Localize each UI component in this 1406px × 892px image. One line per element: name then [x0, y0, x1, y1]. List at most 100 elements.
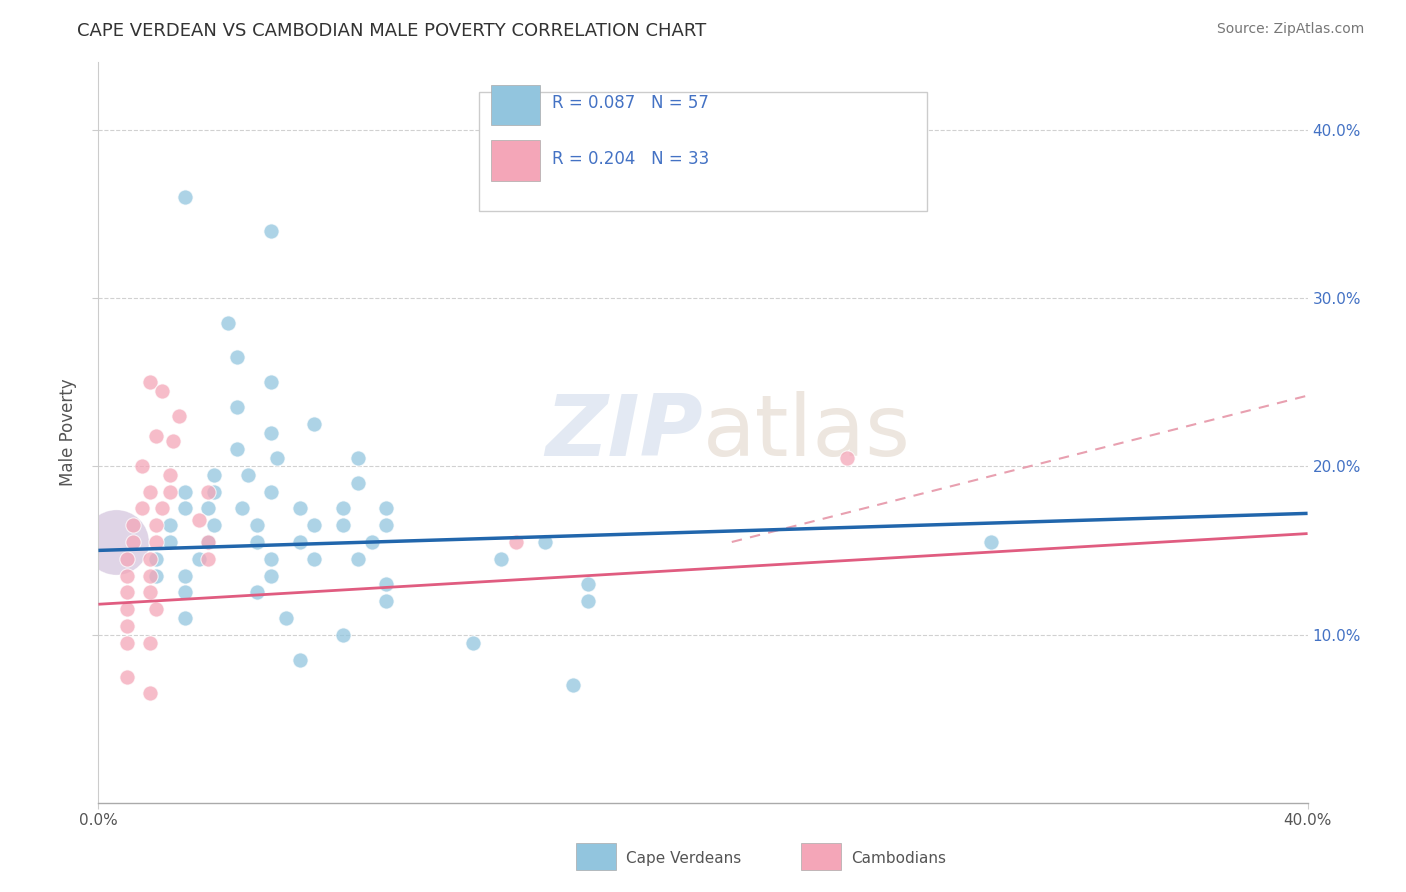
FancyBboxPatch shape: [492, 85, 540, 126]
Point: [139, 551, 162, 566]
Text: R = 0.087   N = 57: R = 0.087 N = 57: [551, 95, 709, 112]
Point: [260, 484, 283, 499]
Point: [145, 602, 167, 616]
Point: [145, 568, 167, 582]
FancyBboxPatch shape: [492, 140, 540, 181]
Point: [159, 518, 181, 533]
Point: [122, 535, 145, 549]
Point: [461, 636, 484, 650]
Point: [122, 518, 145, 533]
Point: [225, 401, 247, 415]
Point: [231, 501, 253, 516]
Point: [145, 535, 167, 549]
Point: [173, 484, 195, 499]
Point: [197, 501, 219, 516]
Point: [173, 568, 195, 582]
Point: [225, 442, 247, 457]
Point: [139, 636, 162, 650]
Point: [115, 551, 138, 566]
Point: [115, 602, 138, 616]
Point: [202, 484, 225, 499]
Point: [139, 375, 162, 389]
Point: [202, 518, 225, 533]
Point: [202, 467, 225, 482]
Point: [288, 535, 311, 549]
Point: [197, 551, 219, 566]
Point: [346, 476, 368, 491]
Point: [304, 518, 326, 533]
Point: [173, 610, 195, 624]
Point: [173, 190, 195, 204]
Point: [159, 484, 181, 499]
Point: [162, 434, 184, 448]
Point: [260, 375, 283, 389]
Point: [145, 551, 167, 566]
Point: [150, 384, 173, 398]
Point: [332, 518, 354, 533]
Point: [375, 594, 398, 608]
Point: [260, 568, 283, 582]
Point: [260, 425, 283, 440]
Y-axis label: Male Poverty: Male Poverty: [59, 379, 77, 486]
Point: [236, 467, 259, 482]
Point: [139, 568, 162, 582]
Point: [980, 535, 1002, 549]
Point: [104, 535, 127, 549]
Point: [274, 610, 297, 624]
Point: [562, 678, 585, 692]
Point: [288, 501, 311, 516]
Point: [131, 501, 153, 516]
Point: [246, 535, 269, 549]
Point: [260, 224, 283, 238]
Point: [145, 429, 167, 443]
Point: [115, 619, 138, 633]
Point: [260, 551, 283, 566]
Point: [139, 585, 162, 599]
Point: [197, 484, 219, 499]
Point: [375, 501, 398, 516]
Point: [533, 535, 555, 549]
Point: [491, 551, 513, 566]
Point: [115, 585, 138, 599]
Point: [346, 450, 368, 465]
Point: [188, 513, 211, 527]
Point: [246, 518, 269, 533]
Point: [115, 670, 138, 684]
Point: [159, 535, 181, 549]
Text: Cambodians: Cambodians: [851, 851, 946, 865]
Point: [167, 409, 190, 423]
FancyBboxPatch shape: [479, 92, 927, 211]
Text: ZIP: ZIP: [546, 391, 703, 475]
Point: [150, 501, 173, 516]
Point: [361, 535, 384, 549]
Point: [576, 577, 599, 591]
Point: [304, 417, 326, 432]
Text: Source: ZipAtlas.com: Source: ZipAtlas.com: [1216, 22, 1364, 37]
Text: R = 0.204   N = 33: R = 0.204 N = 33: [551, 150, 709, 168]
Point: [188, 551, 211, 566]
Point: [304, 551, 326, 566]
Point: [225, 350, 247, 364]
Point: [332, 627, 354, 641]
Point: [266, 450, 288, 465]
Text: atlas: atlas: [703, 391, 911, 475]
Text: Cape Verdeans: Cape Verdeans: [626, 851, 741, 865]
Point: [346, 551, 368, 566]
Point: [197, 535, 219, 549]
Point: [576, 594, 599, 608]
Point: [505, 535, 527, 549]
Point: [197, 535, 219, 549]
Point: [115, 568, 138, 582]
Point: [288, 653, 311, 667]
Point: [332, 501, 354, 516]
Point: [835, 450, 858, 465]
Point: [173, 501, 195, 516]
Point: [145, 518, 167, 533]
Point: [375, 577, 398, 591]
Point: [139, 686, 162, 700]
Point: [217, 316, 239, 330]
Point: [139, 484, 162, 499]
Text: CAPE VERDEAN VS CAMBODIAN MALE POVERTY CORRELATION CHART: CAPE VERDEAN VS CAMBODIAN MALE POVERTY C…: [77, 22, 707, 40]
Point: [131, 459, 153, 474]
Point: [173, 585, 195, 599]
